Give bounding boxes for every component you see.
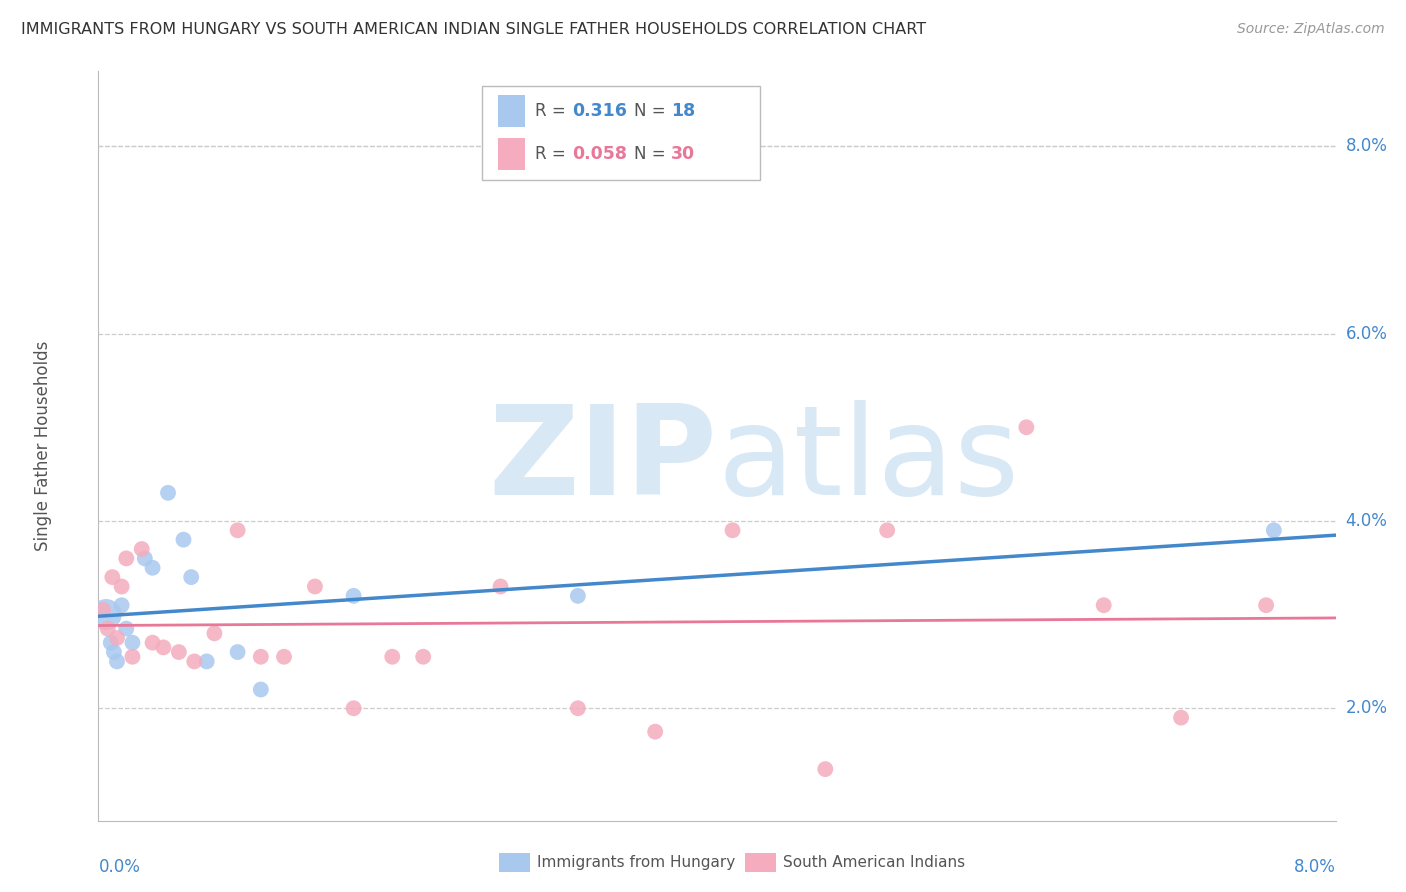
- Point: [273, 649, 295, 664]
- Point: [250, 682, 273, 697]
- Text: N =: N =: [634, 102, 671, 120]
- Point: [157, 486, 180, 500]
- Point: [105, 631, 128, 645]
- Point: [105, 655, 128, 669]
- Point: [115, 551, 138, 566]
- Point: [343, 701, 366, 715]
- Text: N =: N =: [634, 145, 671, 163]
- Text: 18: 18: [671, 102, 696, 120]
- Point: [195, 655, 218, 669]
- Point: [1015, 420, 1038, 434]
- Text: Single Father Households: Single Father Households: [34, 341, 52, 551]
- Text: South American Indians: South American Indians: [783, 855, 966, 870]
- Point: [721, 523, 744, 537]
- Text: 6.0%: 6.0%: [1346, 325, 1388, 343]
- Text: 8.0%: 8.0%: [1294, 858, 1336, 876]
- FancyBboxPatch shape: [482, 87, 761, 180]
- Point: [121, 649, 143, 664]
- Text: IMMIGRANTS FROM HUNGARY VS SOUTH AMERICAN INDIAN SINGLE FATHER HOUSEHOLDS CORREL: IMMIGRANTS FROM HUNGARY VS SOUTH AMERICA…: [21, 22, 927, 37]
- Point: [103, 645, 125, 659]
- Point: [489, 580, 512, 594]
- Text: atlas: atlas: [717, 401, 1019, 522]
- FancyBboxPatch shape: [498, 95, 526, 127]
- Point: [226, 645, 249, 659]
- Point: [141, 635, 165, 649]
- Point: [226, 523, 249, 537]
- Point: [412, 649, 434, 664]
- Point: [97, 622, 120, 636]
- Text: R =: R =: [536, 102, 571, 120]
- Point: [567, 589, 589, 603]
- Point: [96, 607, 118, 622]
- Point: [250, 649, 273, 664]
- Point: [101, 570, 124, 584]
- Point: [134, 551, 156, 566]
- Text: 0.058: 0.058: [572, 145, 627, 163]
- Point: [1256, 599, 1278, 613]
- Point: [343, 589, 366, 603]
- Point: [141, 561, 165, 575]
- Text: 8.0%: 8.0%: [1346, 137, 1388, 155]
- Point: [1092, 599, 1115, 613]
- Point: [172, 533, 194, 547]
- Point: [152, 640, 174, 655]
- Text: Source: ZipAtlas.com: Source: ZipAtlas.com: [1237, 22, 1385, 37]
- Point: [381, 649, 404, 664]
- Point: [1263, 523, 1285, 537]
- Text: ZIP: ZIP: [488, 401, 717, 522]
- Point: [183, 655, 205, 669]
- Point: [131, 541, 153, 557]
- Point: [567, 701, 589, 715]
- Text: 0.0%: 0.0%: [98, 858, 141, 876]
- Point: [180, 570, 202, 584]
- Point: [204, 626, 226, 640]
- Point: [644, 724, 666, 739]
- FancyBboxPatch shape: [498, 138, 526, 169]
- Point: [115, 622, 138, 636]
- Text: 2.0%: 2.0%: [1346, 699, 1388, 717]
- Point: [111, 599, 132, 613]
- Text: R =: R =: [536, 145, 571, 163]
- Text: 0.316: 0.316: [572, 102, 627, 120]
- Point: [91, 603, 114, 617]
- Point: [100, 635, 122, 649]
- Point: [876, 523, 898, 537]
- Text: 4.0%: 4.0%: [1346, 512, 1388, 530]
- Point: [304, 580, 326, 594]
- Point: [167, 645, 190, 659]
- Point: [1170, 710, 1192, 724]
- Point: [111, 580, 132, 594]
- Text: 30: 30: [671, 145, 696, 163]
- Point: [121, 635, 143, 649]
- Point: [814, 762, 837, 776]
- Text: Immigrants from Hungary: Immigrants from Hungary: [537, 855, 735, 870]
